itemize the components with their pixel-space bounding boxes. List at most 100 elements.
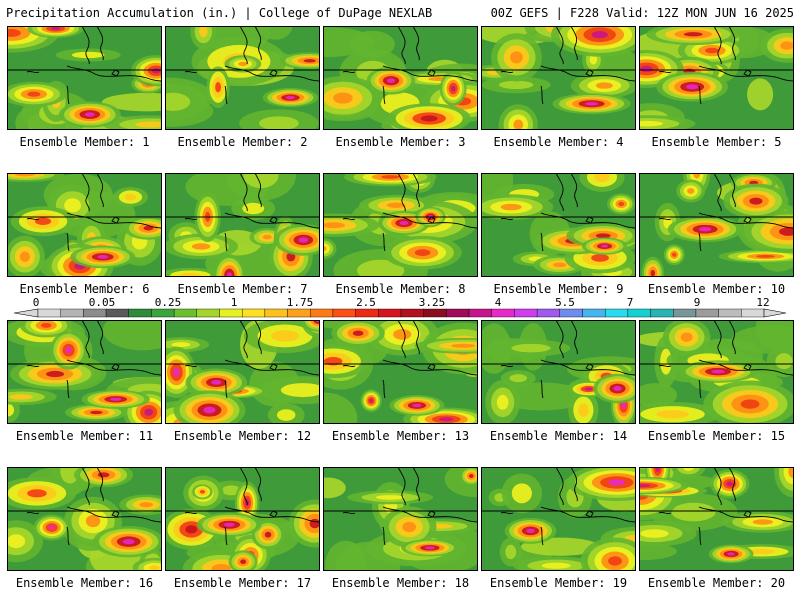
ensemble-member-panel: [7, 467, 162, 571]
ensemble-member-label: Ensemble Member: 16: [15, 576, 154, 590]
ensemble-member-panel: [165, 467, 320, 571]
colorbar-bin: [173, 308, 198, 318]
colorbar-bin: [241, 308, 266, 318]
colorbar-tick-label: 5.5: [555, 296, 575, 309]
ensemble-member-label: Ensemble Member: 8: [335, 282, 466, 296]
precip-map: [7, 173, 162, 277]
precip-map: [7, 467, 162, 571]
colorbar-bin: [650, 308, 674, 318]
precip-map: [7, 320, 162, 424]
ensemble-member-panel: [481, 26, 636, 130]
precip-map: [165, 26, 320, 130]
colorbar-bin: [741, 308, 765, 318]
colorbar-tick-label: 1: [231, 296, 238, 309]
ensemble-member-panel: [323, 26, 478, 130]
colorbar-bin: [673, 308, 697, 318]
ensemble-member-panel: [323, 173, 478, 277]
precip-map: [323, 173, 478, 277]
precip-map: [639, 173, 794, 277]
precip-map: [481, 467, 636, 571]
colorbar-bin: [514, 308, 538, 318]
colorbar-bin: [83, 308, 107, 318]
colorbar-tick-label: 0: [33, 296, 40, 309]
ensemble-member-label: Ensemble Member: 5: [651, 135, 782, 149]
colorbar-bin: [219, 308, 243, 318]
precip-map: [7, 26, 162, 130]
ensemble-member-label: Ensemble Member: 4: [493, 135, 624, 149]
ensemble-member-panel: [481, 320, 636, 424]
colorbar-bin: [491, 308, 515, 318]
precip-map: [481, 173, 636, 277]
colorbar-bin: [287, 308, 311, 318]
ensemble-member-label: Ensemble Member: 6: [19, 282, 150, 296]
ensemble-member-panel: [323, 467, 478, 571]
ensemble-member-panel: [7, 320, 162, 424]
colorbar-tick-label: 1.75: [287, 296, 314, 309]
colorbar-bin: [378, 308, 402, 318]
colorbar-bin: [423, 308, 447, 318]
precip-map: [165, 467, 320, 571]
precip-map: [323, 320, 478, 424]
ensemble-member-panel: [639, 26, 794, 130]
colorbar-bin: [604, 308, 629, 318]
precip-map: [323, 26, 478, 130]
ensemble-member-panel: [639, 467, 794, 571]
colorbar-tick-label: 0.05: [89, 296, 116, 309]
colorbar-bin: [105, 308, 129, 318]
colorbar-bin: [264, 308, 288, 318]
precip-map: [481, 26, 636, 130]
precip-map: [165, 320, 320, 424]
colorbar-bin: [151, 308, 175, 318]
ensemble-member-label: Ensemble Member: 20: [647, 576, 786, 590]
colorbar-bin: [468, 308, 492, 318]
colorbar-arrow-low: [13, 308, 39, 318]
precip-map: [165, 173, 320, 277]
colorbar-bin: [332, 308, 356, 318]
colorbar-arrow-high: [763, 308, 787, 318]
ensemble-member-label: Ensemble Member: 12: [173, 429, 312, 443]
colorbar-bin: [559, 308, 583, 318]
ensemble-member-panel: [323, 320, 478, 424]
colorbar-tick-label: 9: [694, 296, 701, 309]
ensemble-member-label: Ensemble Member: 17: [173, 576, 312, 590]
colorbar-bin: [536, 308, 561, 318]
precip-map: [639, 26, 794, 130]
colorbar-bin: [128, 308, 152, 318]
colorbar-bin: [37, 308, 61, 318]
product-title: Precipitation Accumulation (in.) | Colle…: [6, 6, 433, 20]
colorbar-tick-label: 12: [756, 296, 769, 309]
colorbar-bin: [695, 308, 719, 318]
precip-map: [323, 467, 478, 571]
colorbar-bin: [718, 308, 742, 318]
colorbar-tick-label: 2.5: [356, 296, 376, 309]
ensemble-member-panel: [639, 320, 794, 424]
precipitation-colorbar: 0 0.05 0.25 1 1.75 2.5 3.25 4 5.5 7 9 12: [13, 296, 787, 318]
ensemble-member-label: Ensemble Member: 13: [331, 429, 470, 443]
ensemble-member-label: Ensemble Member: 1: [19, 135, 150, 149]
ensemble-member-panel: [165, 26, 320, 130]
colorbar-bin: [400, 308, 424, 318]
ensemble-member-label: Ensemble Member: 3: [335, 135, 466, 149]
ensemble-member-label: Ensemble Member: 9: [493, 282, 624, 296]
ensemble-member-label: Ensemble Member: 11: [15, 429, 154, 443]
ensemble-member-label: Ensemble Member: 15: [647, 429, 786, 443]
ensemble-member-panel: [165, 173, 320, 277]
ensemble-member-panel: [7, 173, 162, 277]
colorbar-tick-label: 4: [495, 296, 502, 309]
ensemble-member-panel: [165, 320, 320, 424]
ensemble-member-panel: [639, 173, 794, 277]
colorbar-bin: [446, 308, 470, 318]
colorbar-bin: [355, 308, 379, 318]
run-valid-time: 00Z GEFS | F228 Valid: 12Z MON JUN 16 20…: [490, 6, 794, 20]
precip-map: [639, 320, 794, 424]
precip-map: [481, 320, 636, 424]
ensemble-member-label: Ensemble Member: 7: [177, 282, 308, 296]
colorbar-tick-label: 3.25: [419, 296, 446, 309]
ensemble-member-panel: [7, 26, 162, 130]
colorbar-tick-label: 0.25: [155, 296, 182, 309]
ensemble-member-label: Ensemble Member: 14: [489, 429, 628, 443]
ensemble-member-label: Ensemble Member: 18: [331, 576, 470, 590]
ensemble-member-panel: [481, 173, 636, 277]
ensemble-member-panel: [481, 467, 636, 571]
colorbar-bin: [582, 308, 606, 318]
